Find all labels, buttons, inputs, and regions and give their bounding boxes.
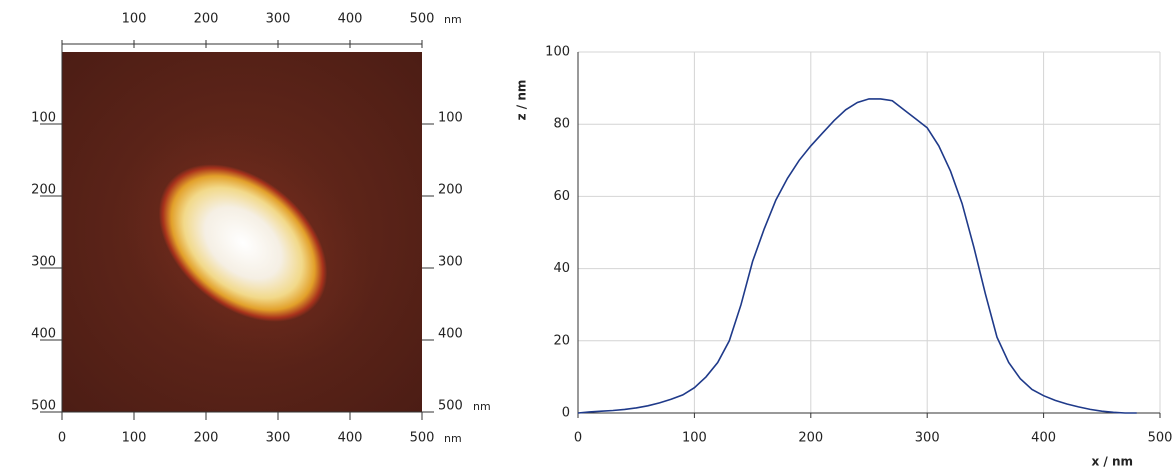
unit-label: nm [444, 13, 462, 26]
x-tick-label: 400 [1031, 431, 1056, 446]
x-tick-label: 500 [1148, 431, 1173, 446]
x-tick-label: 0 [58, 431, 66, 446]
afm-image [62, 52, 422, 412]
x-tick-label: 200 [798, 431, 823, 446]
x-tick-label: 500 [410, 12, 435, 27]
y-axis-label: z / nm [515, 80, 529, 121]
y-tick-label: 0 [562, 406, 570, 421]
x-tick-label: 100 [682, 431, 707, 446]
x-tick-label: 400 [338, 431, 363, 446]
x-tick-label: 200 [194, 12, 219, 27]
x-tick-label: 300 [266, 12, 291, 27]
x-tick-label: 300 [266, 431, 291, 446]
y-tick-label: 300 [438, 255, 463, 270]
y-tick-label: 200 [31, 183, 56, 198]
unit-label: nm [444, 432, 462, 445]
y-tick-label: 40 [553, 261, 570, 276]
y-tick-label: 80 [553, 117, 570, 132]
profile-line [577, 98, 1137, 414]
y-tick-label: 500 [31, 399, 56, 414]
unit-label: nm [473, 400, 491, 413]
y-tick-label: 20 [553, 333, 570, 348]
y-tick-label: 200 [438, 183, 463, 198]
x-tick-label: 300 [915, 431, 940, 446]
y-tick-label: 100 [31, 111, 56, 126]
y-tick-label: 100 [438, 111, 463, 126]
y-tick-label: 500 [438, 399, 463, 414]
y-tick-label: 60 [553, 189, 570, 204]
y-tick-label: 100 [545, 45, 570, 60]
y-tick-label: 400 [31, 327, 56, 342]
y-tick-label: 400 [438, 327, 463, 342]
x-tick-label: 200 [194, 431, 219, 446]
particle [158, 164, 328, 322]
x-tick-label: 0 [574, 431, 582, 446]
x-tick-label: 400 [338, 12, 363, 27]
x-tick-label: 100 [122, 12, 147, 27]
y-tick-label: 300 [31, 255, 56, 270]
x-tick-label: 500 [410, 431, 435, 446]
x-tick-label: 100 [122, 431, 147, 446]
x-axis-label: x / nm [1091, 455, 1133, 469]
